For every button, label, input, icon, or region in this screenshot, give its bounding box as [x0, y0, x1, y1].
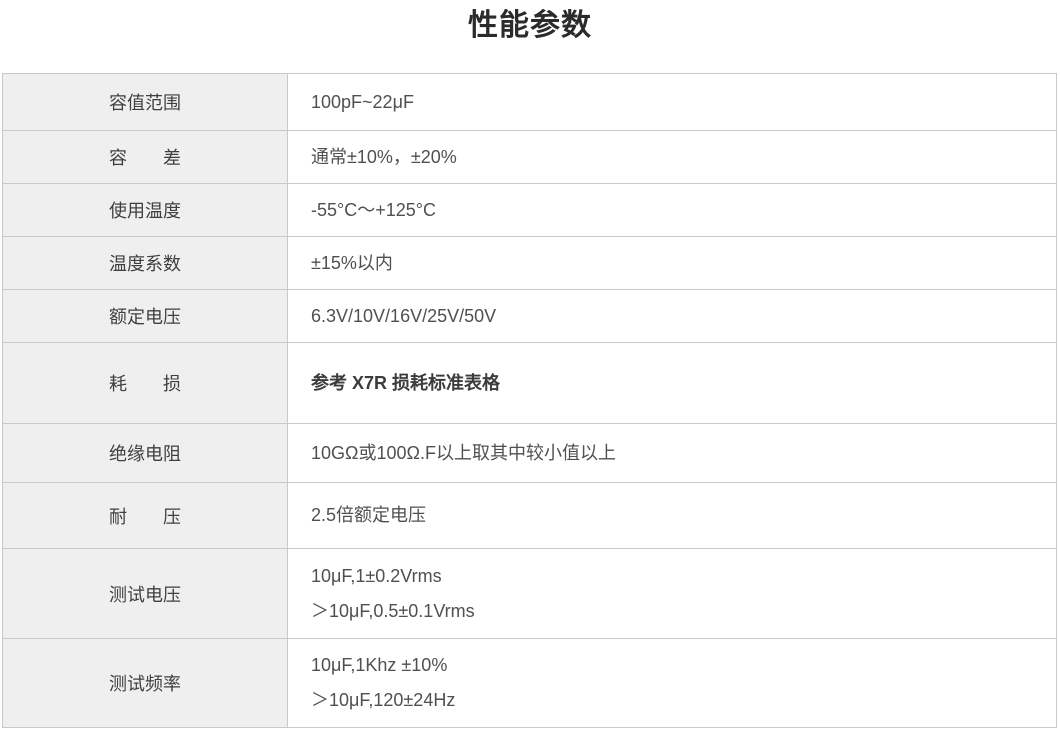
table-row: 绝缘电阻 10GΩ或100Ω.F以上取其中较小值以上: [2, 423, 1057, 483]
row-label: 绝缘电阻: [2, 423, 288, 483]
page-title: 性能参数: [468, 9, 592, 42]
row-value: 参考 X7R 损耗标准表格: [287, 342, 1057, 424]
table-row: 温度系数 ±15%以内: [2, 236, 1057, 290]
row-label: 测试电压: [2, 548, 288, 639]
spec-table-body: 容值范围 100pF~22μF 容 差 通常±10%，±20% 使用温度 -55…: [2, 73, 1057, 728]
row-value-line: 100pF~22μF: [311, 91, 414, 112]
row-label: 耗 损: [2, 342, 288, 424]
row-value-line: ＞10μF,120±24Hz: [311, 690, 456, 710]
row-value-line: -55°C～+125°C: [311, 199, 436, 220]
row-value: -55°C～+125°C: [287, 183, 1057, 237]
row-value: 10GΩ或100Ω.F以上取其中较小值以上: [287, 423, 1057, 483]
row-label: 额定电压: [2, 289, 288, 343]
table-row: 耗 损 参考 X7R 损耗标准表格: [2, 342, 1057, 424]
spec-table: 容值范围 100pF~22μF 容 差 通常±10%，±20% 使用温度 -55…: [2, 73, 1057, 728]
row-value-line: 通常±10%，±20%: [311, 146, 457, 167]
row-value-line: 2.5倍额定电压: [311, 505, 427, 525]
row-label: 耐 压: [2, 482, 288, 549]
table-row: 耐 压 2.5倍额定电压: [2, 482, 1057, 549]
row-value-line: 参考 X7R 损耗标准表格: [311, 372, 501, 393]
table-row: 测试电压 10μF,1±0.2Vrms ＞10μF,0.5±0.1Vrms: [2, 548, 1057, 639]
row-value: 2.5倍额定电压: [287, 482, 1057, 549]
row-value-line: 10μF,1±0.2Vrms: [311, 565, 442, 586]
table-row: 容 差 通常±10%，±20%: [2, 130, 1057, 184]
row-value: 6.3V/10V/16V/25V/50V: [287, 289, 1057, 343]
row-value-line: ±15%以内: [311, 252, 393, 273]
row-value: 10μF,1±0.2Vrms ＞10μF,0.5±0.1Vrms: [287, 548, 1057, 639]
row-value: 通常±10%，±20%: [287, 130, 1057, 184]
row-value: 10μF,1Khz ±10% ＞10μF,120±24Hz: [287, 638, 1057, 728]
row-label: 容 差: [2, 130, 288, 184]
row-value: 100pF~22μF: [287, 73, 1057, 131]
row-label: 使用温度: [2, 183, 288, 237]
row-value-line: 10μF,1Khz ±10%: [311, 655, 448, 675]
row-label: 温度系数: [2, 236, 288, 290]
row-value-line: ＞10μF,0.5±0.1Vrms: [311, 600, 475, 621]
table-row: 测试频率 10μF,1Khz ±10% ＞10μF,120±24Hz: [2, 638, 1057, 728]
row-label: 容值范围: [2, 73, 288, 131]
table-row: 额定电压 6.3V/10V/16V/25V/50V: [2, 289, 1057, 343]
row-label: 测试频率: [2, 638, 288, 728]
table-row: 容值范围 100pF~22μF: [2, 73, 1057, 131]
row-value: ±15%以内: [287, 236, 1057, 290]
row-value-line: 6.3V/10V/16V/25V/50V: [311, 305, 497, 326]
row-value-line: 10GΩ或100Ω.F以上取其中较小值以上: [311, 442, 616, 463]
table-row: 使用温度 -55°C～+125°C: [2, 183, 1057, 237]
